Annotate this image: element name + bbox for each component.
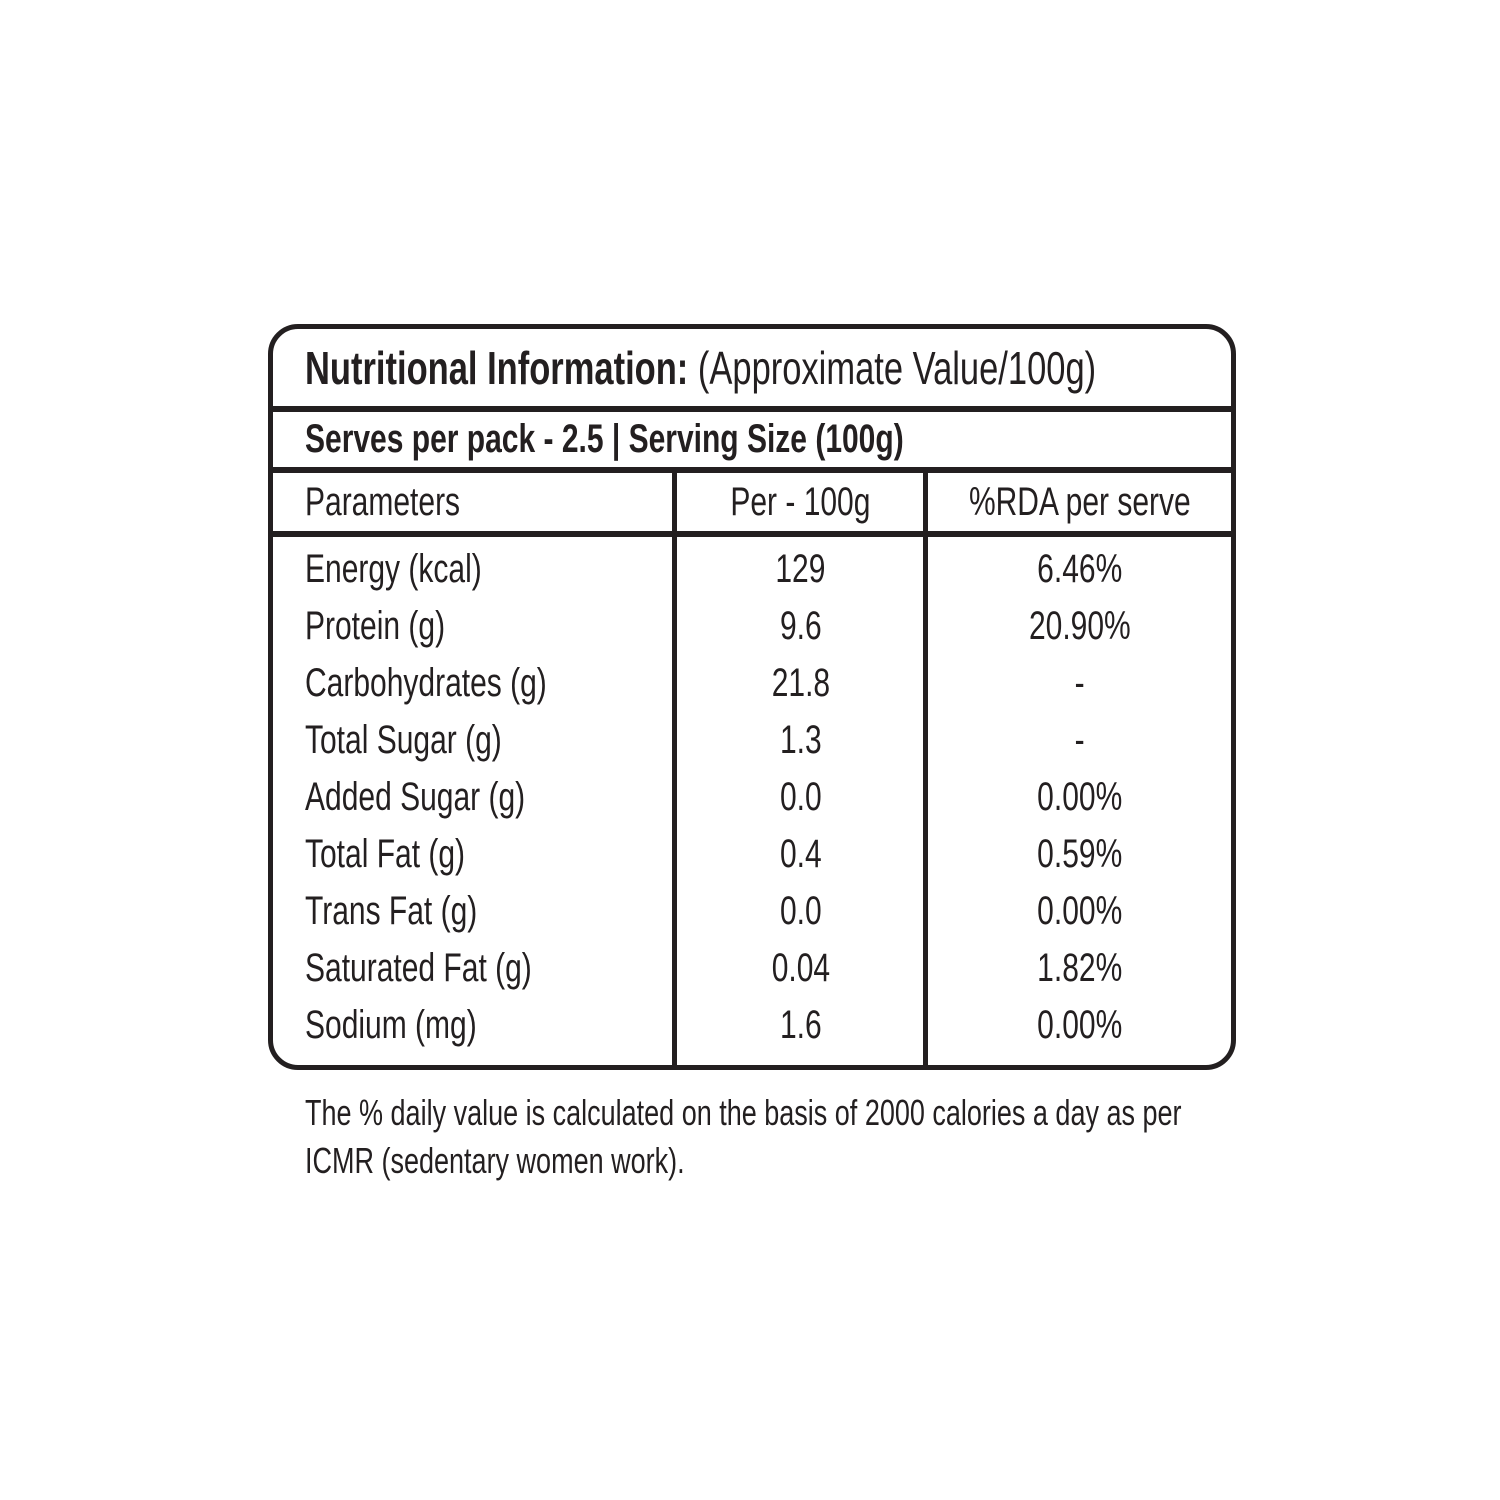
rda-value: 1.82% bbox=[1037, 946, 1123, 990]
column-header-rda-label: %RDA per serve bbox=[968, 479, 1191, 524]
column-per-100g: Per - 100g 129 9.6 21.8 1.3 0.0 0.4 0.0 … bbox=[672, 473, 924, 1065]
per-100g-value: 0.0 bbox=[779, 889, 822, 933]
footnote-line-1: The % daily value is calculated on the b… bbox=[305, 1089, 1474, 1137]
table-row-value: 0.0 bbox=[677, 769, 923, 826]
per-100g-value: 0.0 bbox=[779, 775, 822, 819]
rda-value: 6.46% bbox=[1037, 547, 1123, 591]
param-name: Trans Fat (g) bbox=[305, 889, 478, 933]
footnote-text: ICMR (sedentary women work). bbox=[305, 1140, 685, 1181]
param-name: Added Sugar (g) bbox=[305, 775, 526, 819]
table-row-rda: 1.82% bbox=[928, 940, 1231, 997]
serving-info: Serves per pack - 2.5 | Serving Size (10… bbox=[305, 417, 904, 461]
param-name: Energy (kcal) bbox=[305, 547, 482, 591]
footnote: The % daily value is calculated on the b… bbox=[305, 1089, 1474, 1185]
per-100g-value: 21.8 bbox=[771, 661, 830, 705]
per-100g-value: 1.3 bbox=[779, 718, 822, 762]
rda-value: 0.00% bbox=[1037, 775, 1123, 819]
per-100g-value: 129 bbox=[775, 547, 826, 591]
table-row-name: Trans Fat (g) bbox=[273, 883, 672, 940]
table-row-name: Total Fat (g) bbox=[273, 826, 672, 883]
per-100g-value: 9.6 bbox=[779, 604, 822, 648]
title-note: (Approximate Value/100g) bbox=[697, 341, 1097, 394]
title-row: Nutritional Information: (Approximate Va… bbox=[273, 329, 1231, 412]
page-title: Nutritional Information: bbox=[305, 341, 689, 394]
table-row-value: 0.0 bbox=[677, 883, 923, 940]
rda-value: 0.00% bbox=[1037, 1003, 1123, 1047]
table-row-name: Energy (kcal) bbox=[273, 541, 672, 598]
table-row-value: 0.04 bbox=[677, 940, 923, 997]
table-row-name: Carbohydrates (g) bbox=[273, 655, 672, 712]
column-parameters: Parameters Energy (kcal) Protein (g) Car… bbox=[273, 473, 673, 1065]
per-100g-values: 129 9.6 21.8 1.3 0.0 0.4 0.0 0.04 1.6 bbox=[677, 537, 923, 1054]
param-name: Total Sugar (g) bbox=[305, 718, 502, 762]
table-row-rda: 0.00% bbox=[928, 997, 1231, 1054]
param-name: Protein (g) bbox=[305, 604, 446, 648]
column-header-per-100g-label: Per - 100g bbox=[730, 479, 871, 524]
table-row-name: Sodium (mg) bbox=[273, 997, 672, 1054]
rda-value: - bbox=[1074, 661, 1085, 705]
nutrition-facts-card: Nutritional Information: (Approximate Va… bbox=[268, 324, 1236, 1070]
table-row-value: 1.6 bbox=[677, 997, 923, 1054]
table-row-value: 129 bbox=[677, 541, 923, 598]
per-100g-value: 0.4 bbox=[779, 832, 822, 876]
table-row-name: Total Sugar (g) bbox=[273, 712, 672, 769]
table-row-name: Saturated Fat (g) bbox=[273, 940, 672, 997]
table-row-rda: 0.59% bbox=[928, 826, 1231, 883]
table-row-value: 9.6 bbox=[677, 598, 923, 655]
param-name: Carbohydrates (g) bbox=[305, 661, 547, 705]
table-row-value: 0.4 bbox=[677, 826, 923, 883]
param-name: Total Fat (g) bbox=[305, 832, 466, 876]
table-row-rda: - bbox=[928, 655, 1231, 712]
nutrition-table: Parameters Energy (kcal) Protein (g) Car… bbox=[273, 473, 1231, 1065]
footnote-text: The % daily value is calculated on the b… bbox=[305, 1092, 1182, 1133]
per-100g-value: 0.04 bbox=[771, 946, 830, 990]
column-header-rda: %RDA per serve bbox=[928, 473, 1231, 537]
rda-value: 20.90% bbox=[1028, 604, 1131, 648]
per-100g-value: 1.6 bbox=[779, 1003, 822, 1047]
table-row-rda: 6.46% bbox=[928, 541, 1231, 598]
rda-value: 0.59% bbox=[1037, 832, 1123, 876]
rda-value: 0.00% bbox=[1037, 889, 1123, 933]
table-row-name: Protein (g) bbox=[273, 598, 672, 655]
footnote-line-2: ICMR (sedentary women work). bbox=[305, 1137, 1474, 1185]
column-header-per-100g: Per - 100g bbox=[677, 473, 924, 537]
table-row-rda: 0.00% bbox=[928, 769, 1231, 826]
param-name: Saturated Fat (g) bbox=[305, 946, 532, 990]
parameter-names: Energy (kcal) Protein (g) Carbohydrates … bbox=[273, 537, 672, 1054]
rda-values: 6.46% 20.90% - - 0.00% 0.59% 0.00% 1.82%… bbox=[928, 537, 1231, 1054]
column-rda-per-serve: %RDA per serve 6.46% 20.90% - - 0.00% 0.… bbox=[923, 473, 1231, 1065]
table-row-value: 21.8 bbox=[677, 655, 923, 712]
table-row-rda: 0.00% bbox=[928, 883, 1231, 940]
title-line: Nutritional Information: (Approximate Va… bbox=[305, 341, 1096, 395]
param-name: Sodium (mg) bbox=[305, 1003, 477, 1047]
rda-value: - bbox=[1074, 718, 1085, 762]
table-row-rda: 20.90% bbox=[928, 598, 1231, 655]
table-row-name: Added Sugar (g) bbox=[273, 769, 672, 826]
serving-info-row: Serves per pack - 2.5 | Serving Size (10… bbox=[273, 412, 1231, 473]
column-header-parameters: Parameters bbox=[273, 473, 673, 537]
table-row-rda: - bbox=[928, 712, 1231, 769]
table-row-value: 1.3 bbox=[677, 712, 923, 769]
column-header-parameters-label: Parameters bbox=[305, 479, 461, 524]
